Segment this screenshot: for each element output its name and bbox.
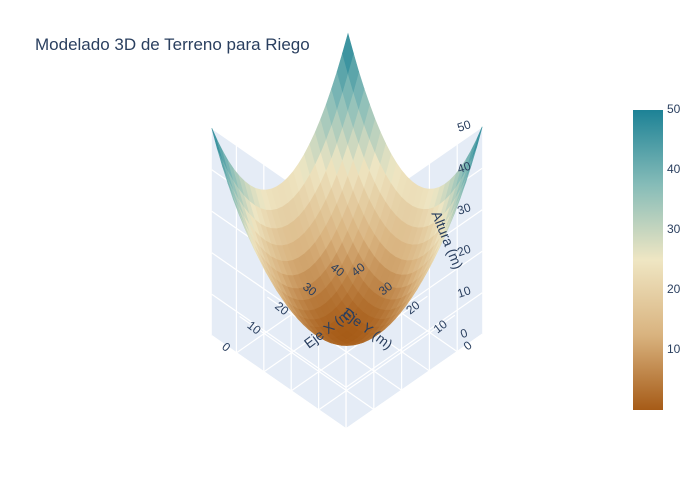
chart-title: Modelado 3D de Terreno para Riego <box>35 35 310 54</box>
colorbar-gradient <box>633 110 663 410</box>
terrain-surface[interactable] <box>211 32 483 346</box>
surface-cell <box>342 32 354 75</box>
z-tick-label: 40 <box>455 159 472 177</box>
z-tick-label: 50 <box>455 117 472 135</box>
z-tick-label: 20 <box>455 242 472 260</box>
z-tick-label: 30 <box>455 200 472 218</box>
z-tick-label: 0 <box>459 326 470 341</box>
colorbar-tick-label: 40 <box>667 162 681 176</box>
colorbar-tick-label: 10 <box>667 342 681 356</box>
colorbar-tick-label: 20 <box>667 282 681 296</box>
colorbar-tick-label: 50 <box>667 102 681 116</box>
colorbar: 10 20 30 40 50 <box>633 102 681 410</box>
colorbar-tick-label: 30 <box>667 222 681 236</box>
z-tick-label: 10 <box>455 283 472 301</box>
